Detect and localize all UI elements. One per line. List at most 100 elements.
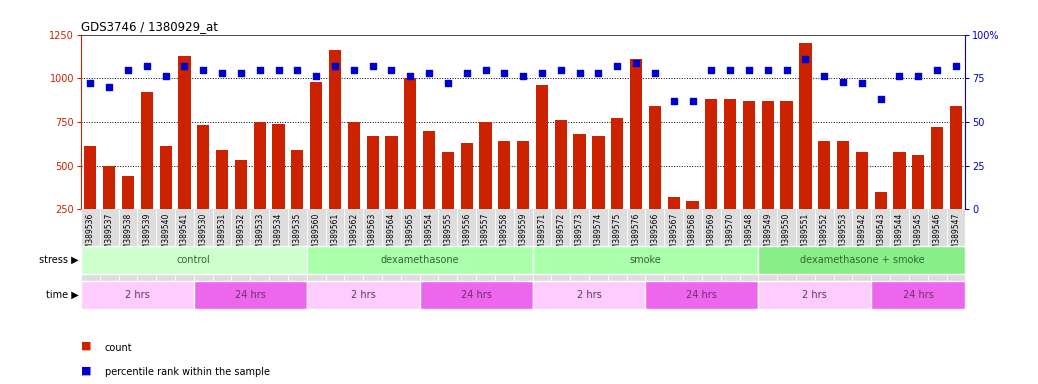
Bar [928,209,947,296]
Bar [630,59,643,253]
Text: GSM389567: GSM389567 [670,213,678,259]
Bar [157,209,175,296]
Point [647,70,663,76]
Point [251,66,268,73]
Text: GSM389547: GSM389547 [952,213,960,259]
Text: GSM389538: GSM389538 [124,213,133,259]
Point [760,66,776,73]
Text: GSM389565: GSM389565 [406,213,415,259]
Bar [118,209,137,296]
Text: time ▶: time ▶ [46,290,79,300]
Bar [725,99,736,253]
Bar [81,209,100,296]
Point [119,66,136,73]
Text: GSM389566: GSM389566 [651,213,659,259]
Text: smoke: smoke [630,255,661,265]
Text: control: control [177,255,211,265]
Bar [307,247,532,274]
Bar [759,209,777,296]
Text: GSM389534: GSM389534 [274,213,283,259]
Bar [931,127,944,253]
Point [872,96,889,102]
Bar [608,209,627,296]
Bar [532,247,759,274]
Bar [890,209,909,296]
Bar [401,209,419,296]
Bar [739,209,759,296]
Bar [348,122,360,253]
Text: GSM389540: GSM389540 [161,213,170,259]
Point [101,84,117,90]
Point [459,70,475,76]
Bar [554,120,567,253]
Bar [593,136,604,253]
Bar [419,209,438,296]
Text: GSM389554: GSM389554 [425,213,434,259]
Point [571,70,588,76]
Point [741,66,758,73]
Bar [909,209,928,296]
Point [892,73,908,79]
Point [665,98,682,104]
Text: GSM389575: GSM389575 [612,213,622,259]
Bar [649,106,661,253]
Text: GDS3746 / 1380929_at: GDS3746 / 1380929_at [81,20,218,33]
Bar [345,209,363,296]
Bar [875,192,886,253]
Bar [141,92,153,253]
Text: GSM389573: GSM389573 [575,213,584,259]
Text: GSM389553: GSM389553 [839,213,848,259]
Text: percentile rank within the sample: percentile rank within the sample [105,367,270,377]
Bar [532,281,646,309]
Text: GSM389556: GSM389556 [462,213,471,259]
Point [534,70,550,76]
Text: GSM389576: GSM389576 [631,213,640,259]
Bar [288,209,307,296]
Bar [216,150,228,253]
Bar [573,134,585,253]
Text: ■: ■ [81,366,91,376]
Text: GSM389535: GSM389535 [293,213,302,259]
Bar [194,209,213,296]
Bar [871,281,965,309]
Point [552,66,569,73]
Bar [837,141,849,253]
Bar [382,209,401,296]
Bar [627,209,646,296]
Text: GSM389558: GSM389558 [500,213,509,259]
Bar [498,141,511,253]
Point [835,79,851,85]
Bar [536,85,548,253]
Bar [871,209,890,296]
Bar [646,281,759,309]
Point [609,63,626,69]
Text: GSM389569: GSM389569 [707,213,716,259]
Bar [743,101,755,253]
Text: 2 hrs: 2 hrs [577,290,601,300]
Bar [683,209,702,296]
Point [929,66,946,73]
Bar [781,101,793,253]
Bar [777,209,796,296]
Text: GSM389537: GSM389537 [105,213,114,259]
Text: GSM389560: GSM389560 [311,213,321,259]
Text: GSM389562: GSM389562 [350,213,358,259]
Bar [517,141,529,253]
Point [195,66,212,73]
Point [684,98,701,104]
Text: GSM389561: GSM389561 [330,213,339,259]
Text: 2 hrs: 2 hrs [351,290,376,300]
Bar [307,281,419,309]
Bar [213,209,231,296]
Bar [818,141,830,253]
Bar [476,209,495,296]
Text: GSM389571: GSM389571 [538,213,546,259]
Bar [458,209,476,296]
Bar [667,197,680,253]
Bar [950,106,962,253]
Bar [796,209,815,296]
Text: GSM389545: GSM389545 [913,213,923,259]
Bar [702,209,720,296]
Text: GSM389544: GSM389544 [895,213,904,259]
Bar [815,209,834,296]
